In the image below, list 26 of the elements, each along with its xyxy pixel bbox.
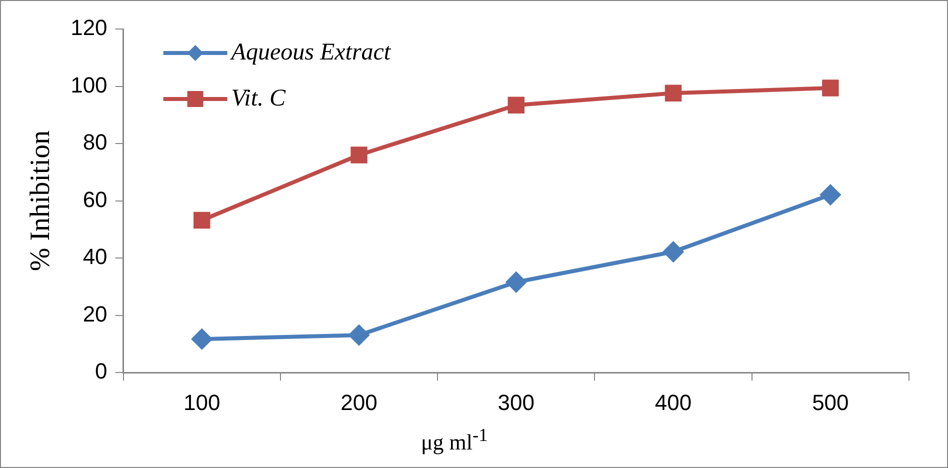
y-tick-label: 40 [82, 244, 108, 270]
point [192, 329, 212, 350]
point [822, 80, 839, 96]
x-tick-label: 400 [654, 390, 692, 415]
point [820, 184, 840, 205]
y-tick-label: 100 [70, 72, 108, 98]
point [664, 84, 682, 102]
point [508, 96, 525, 114]
y-tick-label: 120 [70, 15, 108, 40]
x-tick-label: 300 [498, 390, 535, 415]
x-tick-label: 100 [184, 390, 220, 415]
y-axis-title: % Inhibition [25, 130, 56, 272]
point [663, 242, 684, 262]
point [194, 212, 210, 229]
x-axis-title: μg ml$^{-1}$ [421, 425, 488, 456]
legend-label: Aqueous Extract [229, 39, 392, 66]
y-tick-label: 60 [82, 186, 108, 212]
x-tick-label: 200 [340, 390, 378, 415]
y-tick-label: 20 [82, 301, 108, 326]
y-tick-label: 0 [95, 358, 108, 384]
legend-label: Vit. C [231, 85, 287, 112]
point [506, 272, 526, 292]
y-tick-label: 80 [82, 130, 108, 155]
point [349, 325, 370, 346]
x-tick-label: 500 [812, 390, 849, 415]
point [350, 146, 368, 164]
